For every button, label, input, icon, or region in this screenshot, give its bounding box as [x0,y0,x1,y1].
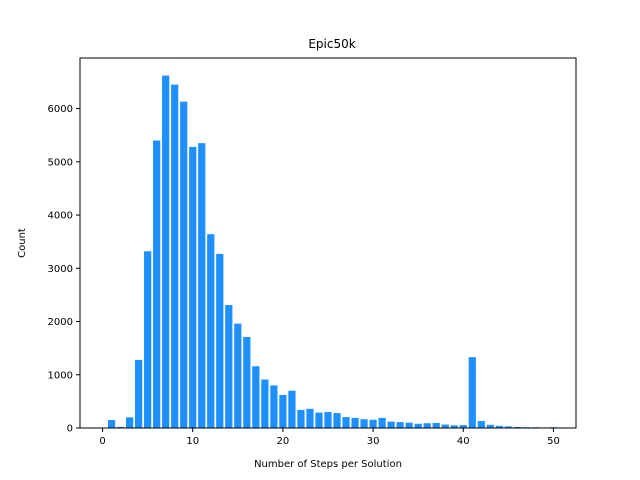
bar-33 [396,422,404,428]
bar-7 [162,75,170,428]
y-tick-label: 6000 [48,104,73,115]
bar-14 [225,305,233,428]
bar-21 [288,390,296,428]
bar-30 [369,419,377,428]
bar-9 [180,101,188,429]
bar-45 [504,426,512,428]
x-axis: 0 10 20 30 40 50 [99,428,560,447]
bar-3 [125,417,134,428]
bar-39 [450,425,458,428]
x-tick-label: 30 [367,436,380,447]
bar-1 [107,420,116,428]
bar-28 [351,417,359,428]
bar-11 [198,143,206,428]
bar-31 [378,417,386,428]
bar-2 [116,426,125,428]
bar-19 [270,385,278,428]
x-tick-label: 10 [186,436,199,447]
bar-15 [234,323,242,428]
bar-38 [441,424,449,428]
x-tick-label: 40 [457,436,470,447]
chart-title: Epic50k [308,37,355,51]
bar-35 [414,423,422,428]
bar-4 [135,359,143,428]
bar-41 [468,357,476,428]
bar-27 [342,417,350,428]
x-tick-label: 50 [547,436,560,447]
y-tick-label: 3000 [48,264,73,275]
bar-18 [261,379,269,428]
bar-44 [495,425,503,428]
bar-22 [297,409,305,428]
bar-16 [243,336,251,428]
bar-5 [144,251,152,428]
bar-24 [315,412,323,428]
x-axis-title: Number of Steps per Solution [254,459,402,470]
bar-12 [207,234,215,428]
y-axis: 0 1000 2000 3000 4000 5000 6000 [48,104,80,435]
bar-42 [477,421,485,428]
plot-frame [79,57,577,429]
bar-23 [306,408,314,428]
bar-37 [432,422,440,428]
bar-26 [333,413,341,428]
bar-8 [171,84,179,429]
bar-25 [324,412,332,428]
bar-32 [387,421,395,428]
y-tick-label: 2000 [48,317,73,328]
bar-34 [405,422,413,428]
x-tick-label: 0 [99,436,105,447]
bar-6 [153,140,161,428]
bar-46 [513,426,521,428]
y-tick-label: 0 [67,424,73,435]
bar-10 [189,146,197,428]
y-tick-label: 5000 [48,157,73,168]
bars-group [98,75,558,429]
bar-20 [279,394,287,428]
bar-36 [423,423,431,428]
y-tick-label: 4000 [48,211,73,222]
x-tick-label: 20 [277,436,290,447]
bar-29 [360,419,368,428]
bar-43 [486,424,494,428]
bar-40 [459,425,467,428]
bar-13 [216,253,224,428]
y-tick-label: 1000 [48,370,73,381]
bar-17 [252,366,260,428]
y-axis-title: Count [17,228,28,258]
